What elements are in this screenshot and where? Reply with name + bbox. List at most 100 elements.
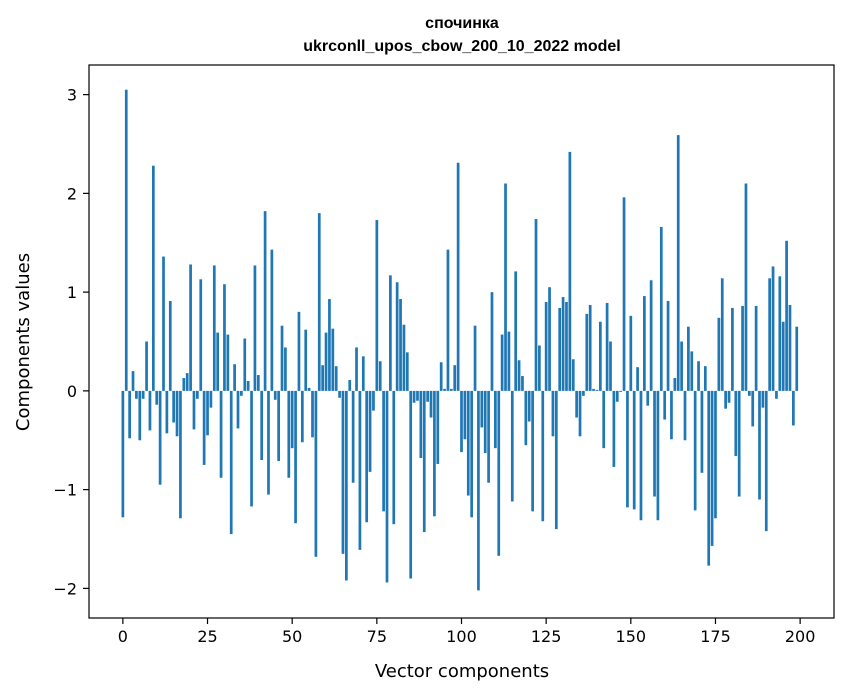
bar-48 (284, 347, 287, 391)
bar-128 (554, 390, 558, 530)
bar-73 (368, 390, 372, 472)
bar-141 (598, 321, 602, 391)
bar-178 (724, 390, 727, 409)
bar-42 (263, 211, 267, 391)
bar-89 (422, 390, 426, 533)
chart-subtitle: ukrconll_upos_cbow_200_10_2022 model (303, 38, 620, 55)
bar-85 (409, 390, 413, 579)
bar-151 (632, 390, 636, 510)
bar-184 (744, 183, 748, 391)
bar-87 (416, 390, 419, 401)
bar-17 (179, 390, 182, 519)
bar-171 (700, 390, 704, 473)
bar-183 (741, 305, 744, 391)
axis-ticks: 0 25 50 75 100 125 150 175 200 −2 −1 0 1 2 3 (53, 86, 815, 646)
bar-33 (233, 364, 236, 391)
bar-72 (365, 390, 369, 523)
bar-57 (314, 390, 318, 557)
bar-179 (727, 390, 731, 403)
bar-78 (385, 390, 389, 583)
bar-83 (402, 324, 406, 391)
bar-13 (165, 390, 169, 434)
bar-198 (792, 390, 795, 426)
bar-36 (243, 338, 247, 391)
bar-152 (636, 367, 639, 391)
bar-130 (561, 297, 565, 391)
bar-131 (565, 302, 568, 391)
x-axis-label: Vector components (375, 661, 549, 682)
bar-24 (202, 390, 206, 465)
bar-185 (747, 390, 751, 396)
bar-7 (145, 341, 148, 391)
bar-132 (568, 151, 572, 391)
bar-102 (466, 390, 470, 496)
bar-159 (659, 226, 663, 391)
bar-12 (162, 256, 165, 391)
bar-192 (771, 266, 775, 391)
bar-175 (714, 390, 717, 519)
x-tick-label: 0 (118, 627, 128, 646)
bar-6 (141, 390, 145, 399)
bar-146 (615, 390, 619, 402)
bar-19 (185, 373, 189, 391)
bar-181 (734, 390, 738, 457)
bar-97 (449, 388, 453, 391)
bar-125 (544, 302, 548, 391)
bar-115 (510, 390, 514, 502)
bar-93 (436, 390, 440, 464)
x-tick-label: 150 (616, 627, 647, 646)
bar-157 (653, 390, 656, 497)
bar-199 (795, 326, 799, 391)
bar-79 (389, 275, 392, 391)
bar-112 (500, 334, 504, 391)
bar-21 (192, 390, 196, 430)
bar-165 (680, 341, 683, 391)
bar-150 (629, 315, 633, 391)
bar-163 (673, 378, 677, 391)
bar-168 (690, 351, 694, 391)
bar-114 (507, 331, 511, 391)
bar-101 (463, 390, 467, 440)
bar-107 (483, 390, 487, 454)
bar-94 (439, 362, 443, 391)
bar-126 (548, 287, 551, 391)
bar-81 (395, 282, 399, 391)
bar-194 (778, 276, 782, 391)
bar-1 (124, 89, 128, 391)
bar-80 (392, 390, 396, 525)
bar-191 (768, 278, 772, 391)
bar-68 (351, 390, 355, 483)
bar-180 (731, 307, 734, 391)
bar-39 (253, 265, 257, 391)
bar-137 (585, 313, 589, 391)
bar-86 (412, 390, 416, 403)
bar-113 (504, 183, 507, 391)
bar-111 (497, 390, 501, 556)
bar-84 (405, 352, 409, 391)
y-tick-label: 2 (67, 184, 77, 203)
bar-62 (331, 328, 335, 391)
bar-158 (656, 390, 660, 521)
bar-187 (754, 305, 758, 391)
bar-58 (317, 213, 321, 391)
bar-0 (121, 390, 125, 518)
x-tick-label: 125 (531, 627, 562, 646)
bar-76 (378, 361, 382, 391)
bar-99 (456, 162, 460, 391)
bar-15 (172, 390, 176, 423)
x-tick-label: 100 (446, 627, 477, 646)
bar-188 (758, 390, 761, 500)
bar-110 (494, 390, 497, 449)
x-tick-label: 200 (785, 627, 816, 646)
bar-124 (541, 390, 545, 522)
bar-91 (429, 390, 433, 418)
bar-77 (382, 390, 385, 512)
bar-136 (582, 390, 585, 396)
bar-92 (433, 390, 436, 517)
bar-100 (460, 390, 463, 453)
bar-2 (128, 390, 131, 439)
bar-66 (345, 390, 348, 581)
bar-65 (341, 390, 345, 554)
bar-167 (687, 326, 690, 391)
bar-56 (311, 390, 314, 438)
